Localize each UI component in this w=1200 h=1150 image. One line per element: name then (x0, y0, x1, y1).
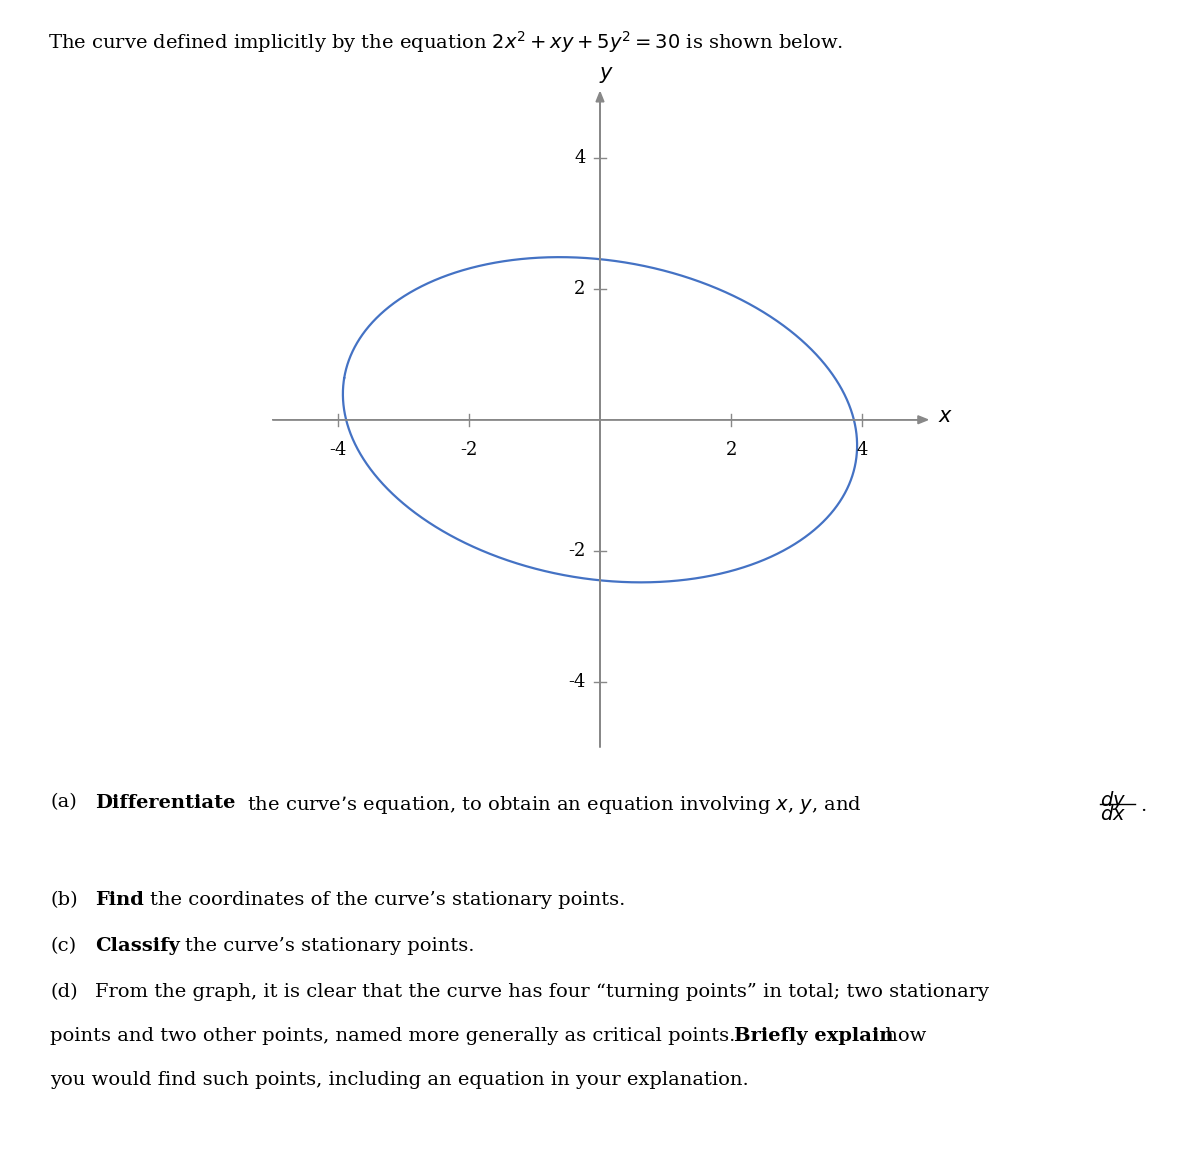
Text: (a): (a) (50, 793, 77, 812)
Text: 4: 4 (575, 148, 586, 167)
Text: $y$: $y$ (599, 66, 614, 85)
Text: Differentiate: Differentiate (95, 793, 235, 812)
Text: -4: -4 (569, 673, 586, 691)
Text: the curve’s stationary points.: the curve’s stationary points. (185, 937, 474, 956)
FancyArrow shape (596, 92, 604, 748)
Text: 4: 4 (857, 440, 868, 459)
Text: how: how (878, 1027, 926, 1045)
Text: you would find such points, including an equation in your explanation.: you would find such points, including an… (50, 1071, 749, 1089)
Text: (c): (c) (50, 937, 76, 956)
FancyArrow shape (272, 416, 928, 423)
Text: .: . (1140, 797, 1146, 815)
Text: $dx$: $dx$ (1100, 805, 1126, 825)
Text: -4: -4 (329, 440, 347, 459)
Text: Briefly explain: Briefly explain (734, 1027, 894, 1045)
Text: 2: 2 (575, 279, 586, 298)
Text: $dy$: $dy$ (1100, 789, 1126, 812)
Text: From the graph, it is clear that the curve has four “turning points” in total; t: From the graph, it is clear that the cur… (95, 983, 989, 1002)
Text: 2: 2 (726, 440, 737, 459)
Text: (b): (b) (50, 891, 78, 910)
Text: (d): (d) (50, 983, 78, 1002)
Text: -2: -2 (461, 440, 478, 459)
Text: $x$: $x$ (937, 407, 953, 426)
Text: points and two other points, named more generally as critical points.: points and two other points, named more … (50, 1027, 748, 1045)
Text: -2: -2 (569, 542, 586, 560)
Text: Classify: Classify (95, 937, 180, 956)
Text: The curve defined implicitly by the equation $2x^2 + xy + 5y^2 = 30$ is shown be: The curve defined implicitly by the equa… (48, 29, 844, 55)
Text: Find: Find (95, 891, 144, 910)
Text: the curve’s equation, to obtain an equation involving $x$, $y$, and: the curve’s equation, to obtain an equat… (247, 793, 862, 815)
Text: the coordinates of the curve’s stationary points.: the coordinates of the curve’s stationar… (150, 891, 625, 910)
